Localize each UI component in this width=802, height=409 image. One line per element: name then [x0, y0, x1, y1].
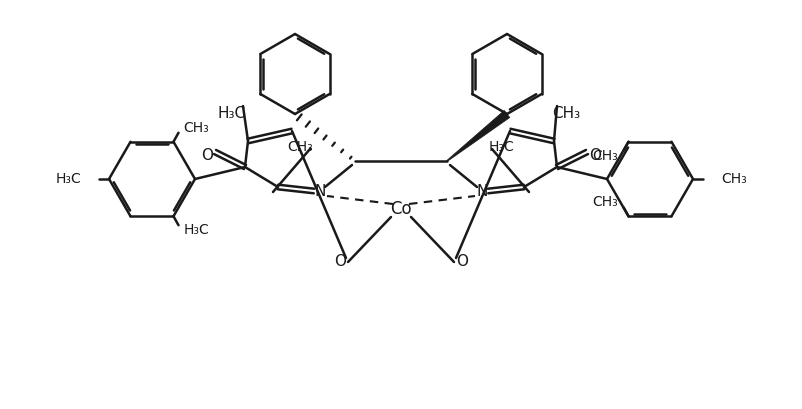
Text: O: O — [456, 254, 468, 270]
Text: H₃C: H₃C — [55, 172, 81, 186]
Text: H₃C: H₃C — [488, 140, 514, 154]
Text: CH₃: CH₃ — [720, 172, 746, 186]
Polygon shape — [446, 110, 509, 162]
Text: CH₃: CH₃ — [287, 140, 313, 154]
Text: CH₃: CH₃ — [592, 149, 618, 163]
Text: CH₃: CH₃ — [184, 121, 209, 135]
Text: Co: Co — [390, 200, 411, 218]
Text: CH₃: CH₃ — [551, 106, 579, 121]
Text: N: N — [476, 184, 487, 198]
Text: O: O — [334, 254, 346, 270]
Text: H₃C: H₃C — [184, 223, 209, 237]
Text: N: N — [314, 184, 326, 198]
Text: CH₃: CH₃ — [592, 195, 618, 209]
Text: O: O — [200, 148, 213, 164]
Text: O: O — [588, 148, 600, 164]
Text: H₃C: H₃C — [217, 106, 245, 121]
